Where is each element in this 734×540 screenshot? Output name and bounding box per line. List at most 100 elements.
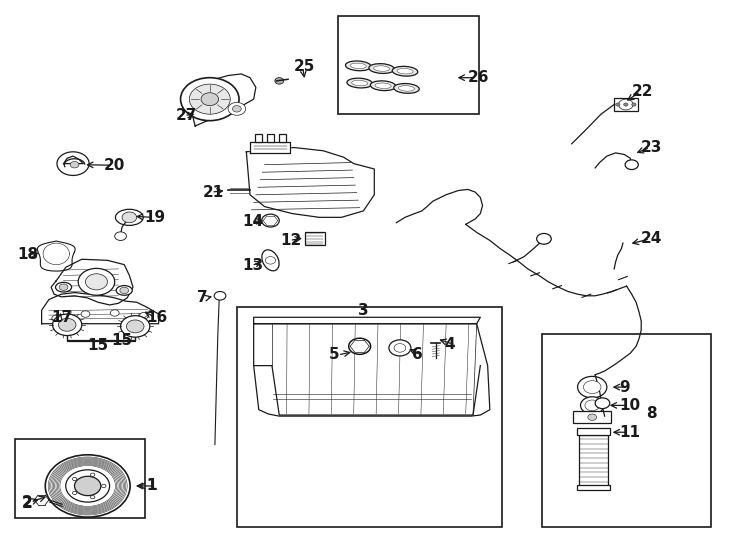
Polygon shape xyxy=(190,74,256,126)
Ellipse shape xyxy=(262,250,279,271)
Polygon shape xyxy=(250,142,290,153)
Circle shape xyxy=(625,160,639,170)
Text: 1: 1 xyxy=(146,478,156,494)
Text: 15: 15 xyxy=(87,338,109,353)
Ellipse shape xyxy=(369,64,394,73)
Circle shape xyxy=(214,292,226,300)
Bar xyxy=(278,134,286,142)
Circle shape xyxy=(181,78,239,120)
Circle shape xyxy=(53,314,81,335)
Text: 16: 16 xyxy=(146,310,167,325)
Text: 3: 3 xyxy=(358,303,369,318)
Ellipse shape xyxy=(347,78,372,88)
Ellipse shape xyxy=(115,210,143,225)
Polygon shape xyxy=(42,293,159,323)
Text: 17: 17 xyxy=(51,310,72,325)
Text: 10: 10 xyxy=(619,398,640,413)
Text: 6: 6 xyxy=(413,347,423,362)
Circle shape xyxy=(110,310,119,316)
Bar xyxy=(614,98,638,111)
Polygon shape xyxy=(254,318,480,323)
Circle shape xyxy=(624,103,628,106)
Circle shape xyxy=(616,103,620,106)
Circle shape xyxy=(73,491,77,495)
Text: 13: 13 xyxy=(243,258,264,273)
Circle shape xyxy=(101,484,106,488)
Circle shape xyxy=(81,311,90,318)
Text: 2: 2 xyxy=(22,496,32,511)
Circle shape xyxy=(120,316,150,337)
Text: 15: 15 xyxy=(111,333,132,348)
Circle shape xyxy=(73,477,77,481)
Circle shape xyxy=(588,414,597,421)
Circle shape xyxy=(349,338,371,354)
Text: 5: 5 xyxy=(329,347,340,362)
Text: 19: 19 xyxy=(144,210,165,225)
Circle shape xyxy=(139,313,148,319)
Circle shape xyxy=(201,93,219,106)
Text: 12: 12 xyxy=(280,233,302,248)
Ellipse shape xyxy=(397,69,413,74)
Ellipse shape xyxy=(116,286,132,295)
Circle shape xyxy=(59,284,68,291)
Circle shape xyxy=(75,476,101,496)
Circle shape xyxy=(85,274,107,290)
Ellipse shape xyxy=(352,80,368,86)
Bar xyxy=(579,435,608,486)
Text: 24: 24 xyxy=(642,231,663,246)
Circle shape xyxy=(275,78,283,84)
Circle shape xyxy=(46,455,130,517)
Bar xyxy=(577,428,611,435)
Ellipse shape xyxy=(374,66,390,71)
Circle shape xyxy=(585,400,600,411)
Circle shape xyxy=(581,397,604,414)
Bar xyxy=(255,134,263,142)
Circle shape xyxy=(122,212,137,222)
Polygon shape xyxy=(51,259,133,305)
Circle shape xyxy=(233,106,241,112)
Circle shape xyxy=(619,99,633,110)
Circle shape xyxy=(120,287,128,294)
Polygon shape xyxy=(37,241,75,271)
Circle shape xyxy=(70,161,79,168)
Text: 25: 25 xyxy=(294,59,315,75)
Circle shape xyxy=(189,84,230,114)
Ellipse shape xyxy=(399,86,415,91)
Ellipse shape xyxy=(392,66,418,76)
Bar xyxy=(305,232,325,245)
Circle shape xyxy=(389,340,411,356)
Circle shape xyxy=(90,473,95,476)
Polygon shape xyxy=(64,156,83,164)
Circle shape xyxy=(57,152,89,176)
Circle shape xyxy=(578,376,607,398)
Circle shape xyxy=(52,315,61,322)
Circle shape xyxy=(115,232,126,240)
Ellipse shape xyxy=(56,282,72,292)
Text: 11: 11 xyxy=(619,425,640,440)
Circle shape xyxy=(228,103,246,115)
Text: 26: 26 xyxy=(468,70,490,85)
Bar xyxy=(338,16,479,114)
Text: 22: 22 xyxy=(632,84,653,99)
Ellipse shape xyxy=(371,81,396,91)
Polygon shape xyxy=(247,147,374,218)
Text: 21: 21 xyxy=(203,185,224,200)
Bar xyxy=(15,438,145,518)
Circle shape xyxy=(632,103,636,106)
Ellipse shape xyxy=(375,83,391,89)
Text: 1: 1 xyxy=(146,478,156,494)
Circle shape xyxy=(595,398,610,409)
Bar xyxy=(267,134,274,142)
Text: 2: 2 xyxy=(22,495,32,510)
Text: 7: 7 xyxy=(197,291,208,306)
Circle shape xyxy=(78,268,115,295)
Text: 27: 27 xyxy=(175,108,197,123)
Circle shape xyxy=(66,470,109,502)
Circle shape xyxy=(537,233,551,244)
Circle shape xyxy=(90,496,95,499)
Ellipse shape xyxy=(393,84,419,93)
Polygon shape xyxy=(254,323,490,416)
Circle shape xyxy=(584,381,601,394)
Bar xyxy=(237,307,501,527)
Text: 8: 8 xyxy=(647,407,657,422)
